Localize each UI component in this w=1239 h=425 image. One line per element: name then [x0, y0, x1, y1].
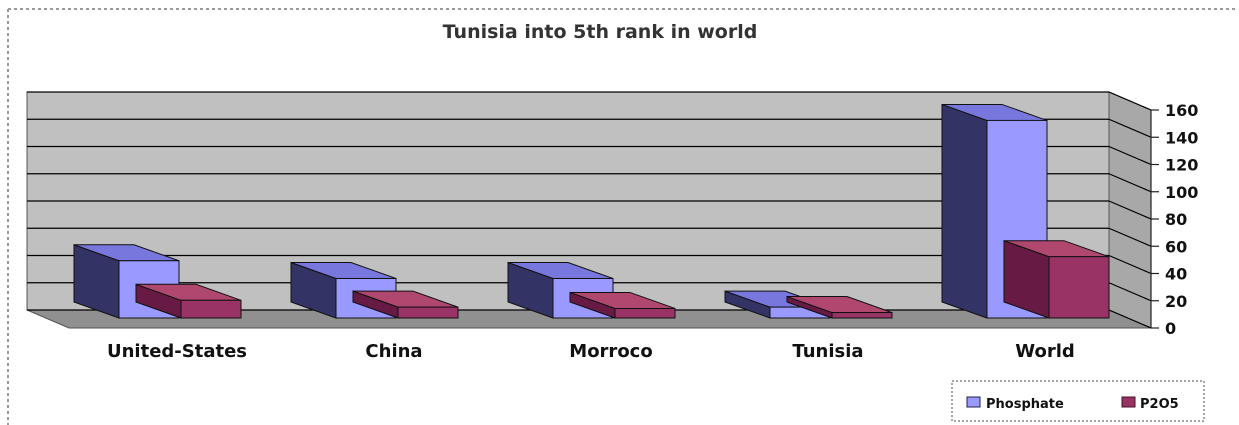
- y-tick-label: 140: [1165, 128, 1198, 147]
- bar-p2o5-2: [615, 308, 675, 318]
- y-tick-label: 0: [1165, 319, 1176, 338]
- legend: Phosphate P2O5: [952, 381, 1204, 421]
- y-tick-label: 160: [1165, 101, 1198, 120]
- chart-title: Tunisia into 5th rank in world: [443, 21, 758, 43]
- x-category-label: United-States: [107, 341, 247, 362]
- legend-swatch-p2o5: [1122, 397, 1135, 407]
- x-category-label: China: [365, 341, 422, 362]
- plot-area: 0 20 40 60 80 100 120 140 160 United-States China M…: [27, 92, 1198, 362]
- y-tick-label: 120: [1165, 156, 1198, 175]
- bar-p2o5-4: [1049, 257, 1109, 318]
- bar-phosphate-4-side: [942, 104, 987, 318]
- bar-p2o5-3: [832, 313, 892, 318]
- x-category-label: Morroco: [569, 341, 652, 362]
- legend-label-p2o5: P2O5: [1140, 397, 1179, 412]
- bar-p2o5-1: [398, 307, 458, 318]
- x-category-label: Tunisia: [792, 341, 863, 362]
- x-category-label: World: [1015, 341, 1075, 362]
- y-tick-label: 60: [1165, 237, 1187, 256]
- bar-p2o5-0: [181, 300, 241, 318]
- legend-label-phosphate: Phosphate: [986, 397, 1064, 412]
- y-tick-label: 100: [1165, 183, 1198, 202]
- y-tick-label: 80: [1165, 210, 1187, 229]
- y-tick-label: 20: [1165, 292, 1187, 311]
- legend-swatch-phosphate: [967, 397, 980, 407]
- y-tick-label: 40: [1165, 265, 1187, 284]
